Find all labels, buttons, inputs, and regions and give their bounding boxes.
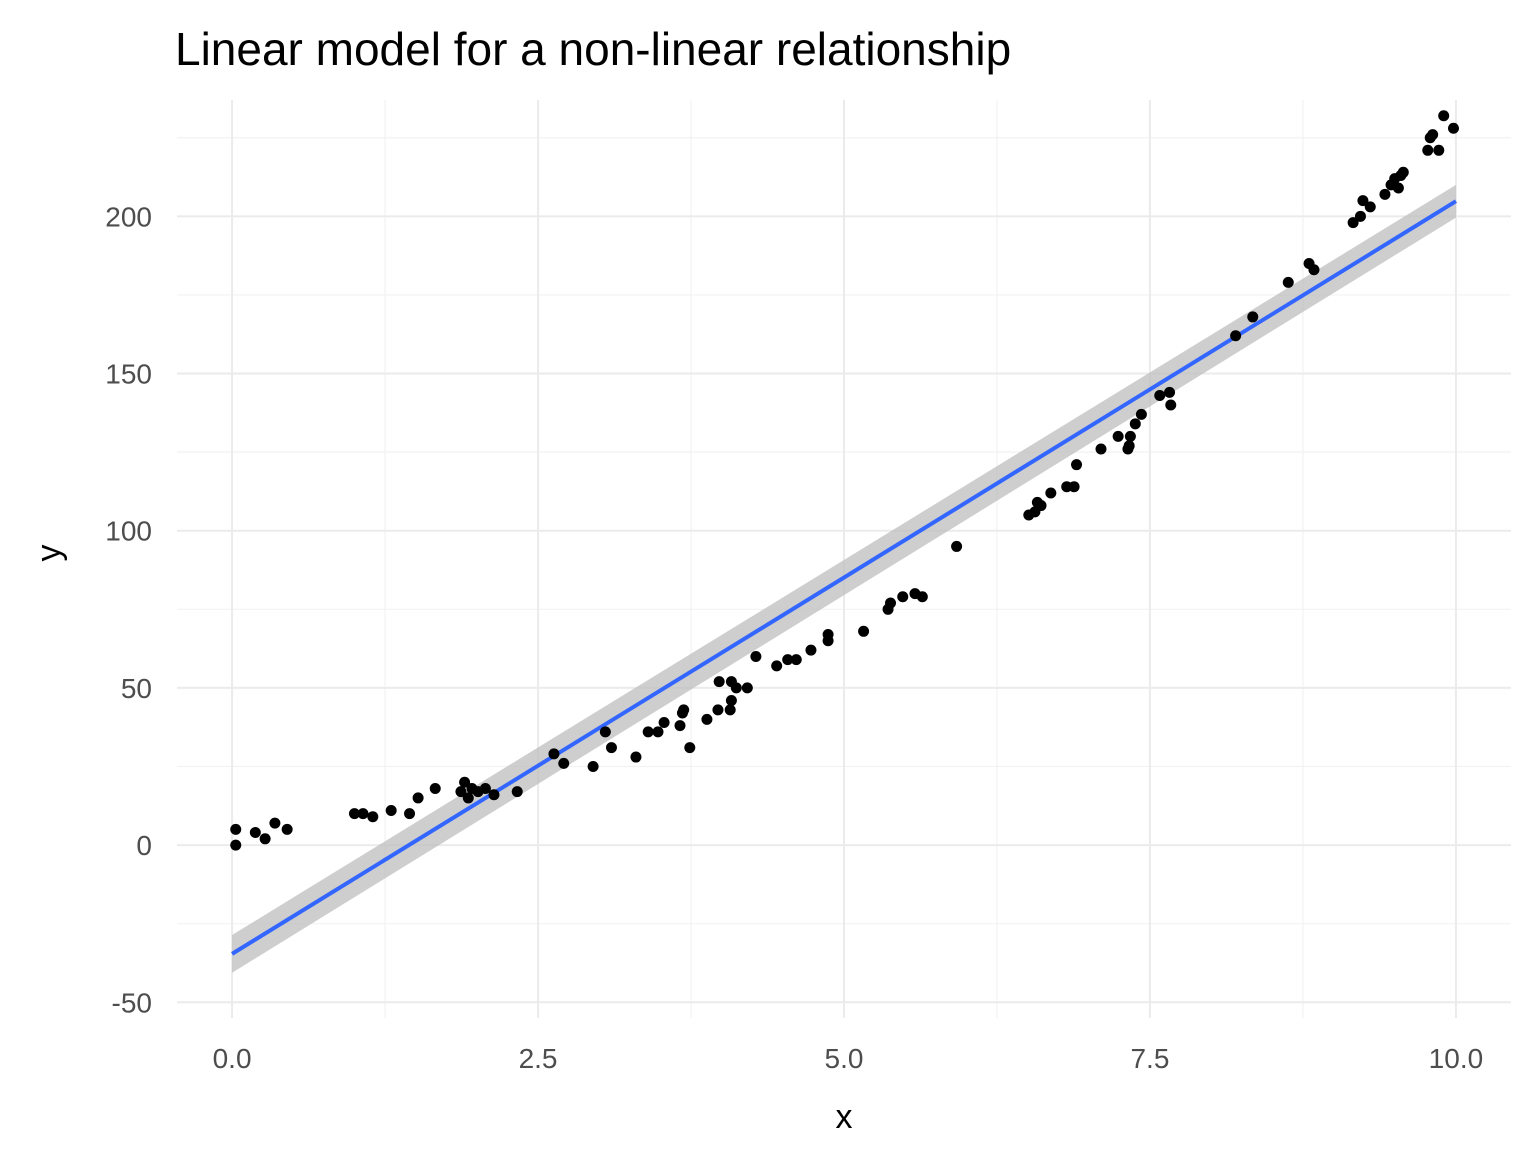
- chart-title: Linear model for a non-linear relationsh…: [175, 23, 1011, 75]
- data-point: [897, 591, 909, 603]
- data-point: [459, 776, 471, 788]
- data-point: [587, 760, 599, 772]
- data-point: [771, 660, 783, 672]
- data-point: [1357, 195, 1369, 207]
- data-point: [1433, 144, 1445, 156]
- data-point: [916, 591, 928, 603]
- data-point: [1379, 188, 1391, 200]
- data-point: [259, 833, 271, 845]
- data-points-layer: [230, 110, 1459, 851]
- data-point: [1154, 390, 1166, 402]
- data-point: [1392, 182, 1404, 194]
- grid-layer: [177, 100, 1511, 1018]
- data-point: [1308, 264, 1320, 276]
- data-point: [678, 704, 690, 716]
- data-point: [822, 628, 834, 640]
- data-point: [858, 625, 870, 637]
- data-point: [412, 792, 424, 804]
- data-point: [725, 694, 737, 706]
- data-point: [1123, 440, 1135, 452]
- data-point: [385, 805, 397, 817]
- data-point: [630, 751, 642, 763]
- data-point: [230, 839, 242, 851]
- data-point: [730, 682, 742, 694]
- y-tick-label: 100: [105, 516, 152, 547]
- data-point: [455, 786, 467, 798]
- data-point: [1447, 122, 1459, 134]
- data-point: [1364, 201, 1376, 213]
- data-point: [1129, 418, 1141, 430]
- data-point: [269, 817, 281, 829]
- data-point: [1164, 386, 1176, 398]
- data-point: [1438, 110, 1450, 122]
- data-point: [805, 644, 817, 656]
- data-point: [1427, 129, 1439, 141]
- data-point: [462, 792, 474, 804]
- data-point: [674, 720, 686, 732]
- x-tick-label: 7.5: [1130, 1043, 1169, 1074]
- data-point: [1068, 481, 1080, 493]
- data-point: [1045, 487, 1057, 499]
- data-point: [367, 811, 379, 823]
- data-point: [1035, 500, 1047, 512]
- data-point: [1347, 217, 1359, 229]
- x-axis-title: x: [836, 1098, 853, 1136]
- data-point: [713, 676, 725, 688]
- data-point: [348, 808, 360, 820]
- data-point: [605, 742, 617, 754]
- data-point: [782, 654, 794, 666]
- data-point: [488, 789, 500, 801]
- data-point: [712, 704, 724, 716]
- y-tick-label: -50: [112, 987, 152, 1018]
- data-point: [658, 716, 670, 728]
- fit-line: [231, 199, 1457, 956]
- data-point: [1165, 399, 1177, 411]
- y-tick-label: 200: [105, 201, 152, 232]
- data-point: [548, 748, 560, 760]
- y-axis-title: y: [30, 545, 68, 562]
- tick-label-layer: 0.0 2.5 5.0 7.5 10.0 -50 0 50 100 150 200: [105, 201, 1483, 1074]
- data-point: [741, 682, 753, 694]
- fit-line-layer: [231, 199, 1457, 956]
- y-tick-label: 0: [136, 830, 152, 861]
- data-point: [1397, 166, 1409, 178]
- data-point: [724, 704, 736, 716]
- data-point: [790, 654, 802, 666]
- data-point: [1422, 144, 1434, 156]
- data-point: [684, 742, 696, 754]
- data-point: [281, 823, 293, 835]
- data-point: [652, 726, 664, 738]
- data-point: [951, 540, 963, 552]
- data-point: [429, 783, 441, 794]
- data-point: [1230, 330, 1242, 342]
- data-point: [1095, 443, 1107, 455]
- data-point: [1247, 311, 1259, 323]
- data-point: [404, 808, 416, 820]
- data-point: [479, 783, 491, 794]
- x-tick-label: 2.5: [519, 1043, 558, 1074]
- data-point: [1354, 210, 1366, 222]
- data-point: [357, 808, 369, 820]
- data-point: [1124, 430, 1136, 442]
- data-point: [599, 726, 611, 738]
- data-point: [750, 650, 762, 662]
- x-tick-label: 5.0: [825, 1043, 864, 1074]
- data-point: [1282, 276, 1294, 288]
- data-point: [1071, 459, 1083, 471]
- data-point: [230, 823, 242, 835]
- y-tick-label: 50: [121, 673, 152, 704]
- data-point: [642, 726, 654, 738]
- data-point: [701, 713, 713, 725]
- data-point: [885, 597, 897, 609]
- data-point: [1135, 408, 1147, 420]
- data-point: [511, 786, 523, 798]
- x-tick-label: 10.0: [1429, 1043, 1484, 1074]
- y-tick-label: 150: [105, 359, 152, 390]
- data-point: [558, 757, 570, 769]
- data-point: [249, 827, 261, 839]
- data-point: [1112, 430, 1124, 442]
- x-tick-label: 0.0: [213, 1043, 252, 1074]
